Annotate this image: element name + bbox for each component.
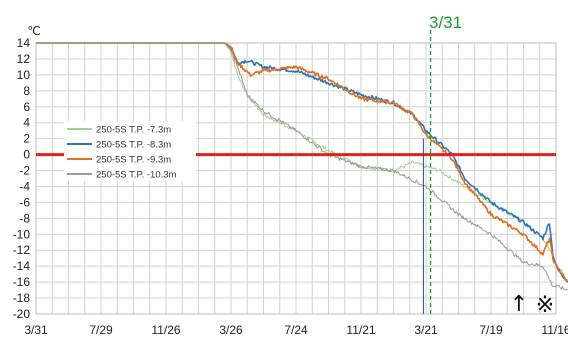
y-tick-label: -12 <box>13 243 31 257</box>
series-line-4 <box>36 42 568 291</box>
y-tick-label: -20 <box>13 307 31 321</box>
y-tick-label: -4 <box>19 179 30 193</box>
y-tick-label: -6 <box>19 195 30 209</box>
y-tick-label: -18 <box>13 291 31 305</box>
legend-entry: 250-5S T.P. -9.3m <box>96 155 171 166</box>
x-tick-label: 3/21 <box>414 323 438 337</box>
x-tick-label: 11/26 <box>151 323 180 337</box>
y-tick-label: 0 <box>23 148 30 162</box>
y-tick-label: 2 <box>23 132 30 146</box>
legend-entry: 250-5S T.P. -8.3m <box>96 140 171 151</box>
plot-border <box>35 42 557 315</box>
y-tick-label: 4 <box>23 116 30 130</box>
x-axis: 3/31 7/29 11/26 3/26 7/24 11/21 3/21 7/19 11/16 <box>24 323 568 337</box>
y-tick-label: -16 <box>13 275 31 289</box>
y-tick-label: -2 <box>19 164 30 178</box>
y-tick-label: -14 <box>13 259 31 273</box>
x-tick-label: 11/16 <box>541 323 568 337</box>
annotation-mark: ※ <box>536 293 554 318</box>
x-tick-label: 3/26 <box>219 323 243 337</box>
legend-box <box>64 121 196 181</box>
legend: 250-5S T.P. -7.3m 250-5S T.P. -8.3m 250-5S… <box>64 121 196 181</box>
annotations: ↑ ※ <box>510 292 554 318</box>
y-axis: 14 12 10 8 6 4 2 0 -2-4 -6 -8 -10 -12 -14 -16 -18 -20 ℃ <box>13 24 41 321</box>
y-tick-label: 8 <box>23 84 30 98</box>
x-tick-label: 7/24 <box>284 323 308 337</box>
y-tick-label: -8 <box>19 211 30 225</box>
x-tick-label: 7/29 <box>89 323 113 337</box>
annotation-arrow: ↑ <box>510 292 528 317</box>
y-tick-label: 6 <box>23 100 30 114</box>
x-tick-label: 11/21 <box>346 323 375 337</box>
y-tick-label: -10 <box>13 227 31 241</box>
legend-entry: 250-5S T.P. -10.3m <box>96 170 177 181</box>
x-tick-label: 7/19 <box>479 323 503 337</box>
marker-label: 3/31 <box>429 13 462 32</box>
x-tick-label: 3/31 <box>24 323 48 337</box>
series-lines <box>36 42 568 291</box>
y-tick-label: 10 <box>17 68 31 82</box>
y-tick-label: 14 <box>17 36 31 50</box>
legend-entry: 250-5S T.P. -7.3m <box>96 125 171 136</box>
y-tick-label: 12 <box>17 52 31 66</box>
y-unit-label: ℃ <box>27 24 40 38</box>
